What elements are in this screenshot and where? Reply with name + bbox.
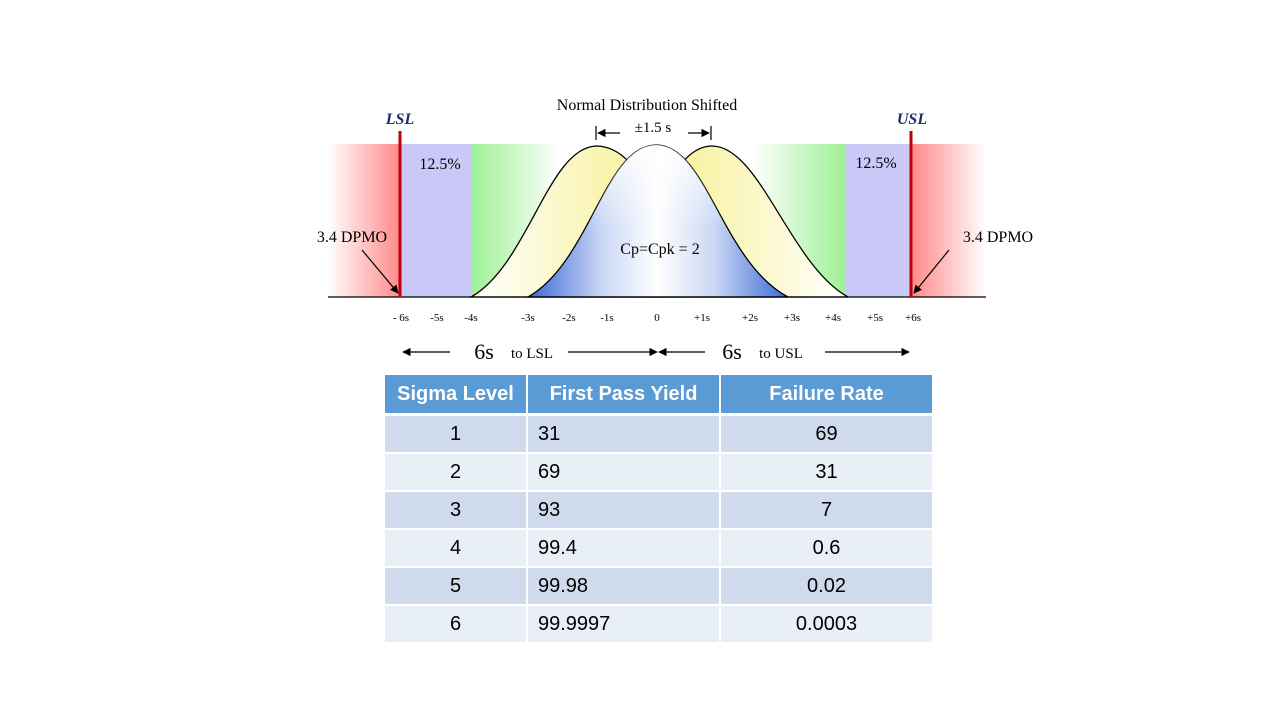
left-dpmo-label: 3.4 DPMO xyxy=(317,229,387,246)
table-row: 1 31 69 xyxy=(385,414,932,454)
tick-label: +2s xyxy=(742,312,758,324)
cell-sigma: 5 xyxy=(385,567,528,606)
cell-yield: 93 xyxy=(527,491,721,530)
cell-sigma: 2 xyxy=(385,453,528,492)
cell-yield: 99.9997 xyxy=(527,605,721,644)
span-right-small: to USL xyxy=(759,346,803,362)
cell-yield: 99.4 xyxy=(527,529,721,568)
usl-label: USL xyxy=(897,111,927,128)
cell-failure: 31 xyxy=(720,453,932,492)
sigma-level-table: Sigma Level First Pass Yield Failure Rat… xyxy=(385,375,932,644)
tick-label: - 6s xyxy=(393,312,409,324)
cell-failure: 0.0003 xyxy=(720,605,932,644)
cell-yield: 99.98 xyxy=(527,567,721,606)
center-label: Cp=Cpk = 2 xyxy=(620,241,699,258)
right-percent: 12.5% xyxy=(855,155,896,172)
cell-yield: 69 xyxy=(527,453,721,492)
span-right-big: 6s xyxy=(722,339,742,364)
table-row: 4 99.4 0.6 xyxy=(385,529,932,568)
right-dpmo-label: 3.4 DPMO xyxy=(963,229,1033,246)
centered-curve-highlight xyxy=(528,145,788,297)
tick-label: 0 xyxy=(654,312,660,324)
cell-failure: 69 xyxy=(720,414,932,454)
red-zone-left xyxy=(328,144,400,297)
cell-sigma: 1 xyxy=(385,414,528,454)
right-dpmo-arrow xyxy=(913,249,950,294)
header-failure-rate: Failure Rate xyxy=(720,375,932,416)
header-sigma-level: Sigma Level xyxy=(385,375,528,416)
span-left-big: 6s xyxy=(474,339,494,364)
cell-sigma: 4 xyxy=(385,529,528,568)
cell-failure: 0.02 xyxy=(720,567,932,606)
cell-failure: 0.6 xyxy=(720,529,932,568)
tick-label: -5s xyxy=(430,312,443,324)
cell-sigma: 6 xyxy=(385,605,528,644)
cell-failure: 7 xyxy=(720,491,932,530)
red-zone-right xyxy=(912,144,986,297)
tick-label: +5s xyxy=(867,312,883,324)
tick-label: +3s xyxy=(784,312,800,324)
tick-label: -4s xyxy=(464,312,477,324)
tick-label: +4s xyxy=(825,312,841,324)
table-header-row: Sigma Level First Pass Yield Failure Rat… xyxy=(385,375,932,416)
purple-zone-right xyxy=(846,144,911,297)
shift-label: ±1.5 s xyxy=(635,120,672,136)
cell-yield: 31 xyxy=(527,414,721,454)
tick-labels: - 6s -5s -4s -3s -2s -1s 0 +1s +2s +3s +… xyxy=(393,312,921,324)
cell-sigma: 3 xyxy=(385,491,528,530)
tick-label: -1s xyxy=(600,312,613,324)
left-percent: 12.5% xyxy=(419,156,460,173)
six-sigma-diagram: Normal Distribution Shifted ±1.5 s LSL U… xyxy=(317,97,1033,364)
header-first-pass-yield: First Pass Yield xyxy=(527,375,721,416)
tick-label: +1s xyxy=(694,312,710,324)
lsl-label: LSL xyxy=(385,111,415,128)
tick-label: +6s xyxy=(905,312,921,324)
purple-zone-left xyxy=(401,144,471,297)
tick-label: -2s xyxy=(562,312,575,324)
table-row: 3 93 7 xyxy=(385,491,932,530)
span-left-small: to LSL xyxy=(511,346,553,362)
tick-label: -3s xyxy=(521,312,534,324)
table-row: 5 99.98 0.02 xyxy=(385,567,932,606)
table-row: 6 99.9997 0.0003 xyxy=(385,605,932,644)
left-dpmo-arrow xyxy=(361,249,399,294)
table-row: 2 69 31 xyxy=(385,453,932,492)
diagram-title: Normal Distribution Shifted xyxy=(557,97,737,114)
